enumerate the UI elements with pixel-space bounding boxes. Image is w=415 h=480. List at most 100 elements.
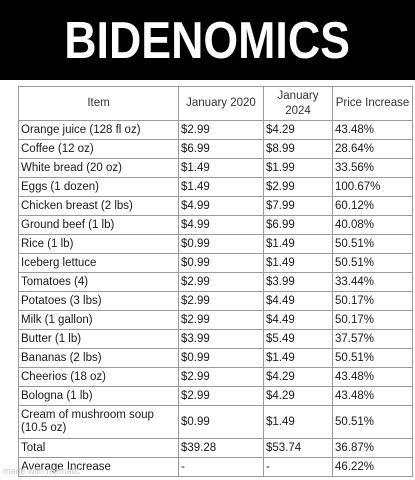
cell-price-increase: 46.22% bbox=[332, 457, 413, 477]
cell-item: Bologna (1 lb) bbox=[18, 386, 179, 406]
cell-january-2024: $7.99 bbox=[263, 196, 333, 216]
cell-january-2024: $5.49 bbox=[263, 329, 333, 349]
cell-item: Total bbox=[18, 438, 179, 458]
header-january-2024: January 2024 bbox=[263, 86, 333, 121]
cell-price-increase: 43.48% bbox=[332, 367, 413, 387]
table-row: Cream of mushroom soup (10.5 oz) $0.99 $1.… bbox=[18, 405, 413, 439]
table-row: Potatoes (3 lbs) $2.99 $4.49 50.17% bbox=[18, 291, 413, 311]
table-row: Ground beef (1 lb) $4.99 $6.99 40.08% bbox=[18, 215, 413, 235]
cell-january-2020: $2.99 bbox=[178, 272, 264, 292]
cell-january-2020: $0.99 bbox=[178, 234, 264, 254]
table-row: Total $39.28 $53.74 36.87% bbox=[18, 438, 413, 458]
header-price-increase: Price Increase bbox=[332, 86, 413, 121]
table-row: Tomatoes (4) $2.99 $3.99 33.44% bbox=[18, 272, 413, 292]
cell-january-2020: $0.99 bbox=[178, 405, 264, 439]
cell-january-2020: $2.99 bbox=[178, 386, 264, 406]
table-row: White bread (20 oz) $1.49 $1.99 33.56% bbox=[18, 158, 413, 178]
cell-price-increase: 28.64% bbox=[332, 139, 413, 159]
price-table: Item January 2020 January 2024 Price Inc… bbox=[18, 86, 413, 477]
cell-price-increase: 43.48% bbox=[332, 386, 413, 406]
banner-title: BIDENOMICS bbox=[64, 12, 351, 70]
cell-price-increase: 50.51% bbox=[332, 405, 413, 439]
header-item: Item bbox=[18, 86, 179, 121]
table-row: Average Increase - -46.22% bbox=[18, 457, 413, 477]
table-row: Iceberg lettuce $0.99 $1.49 50.51% bbox=[18, 253, 413, 273]
table-row: Milk (1 gallon) $2.99 $4.49 50.17% bbox=[18, 310, 413, 330]
cell-january-2024: $4.29 bbox=[263, 386, 333, 406]
table-row: Coffee (12 oz) $6.99 $8.99 28.64% bbox=[18, 139, 413, 159]
cell-item: Bananas (2 lbs) bbox=[18, 348, 179, 368]
cell-january-2020: $2.99 bbox=[178, 367, 264, 387]
cell-price-increase: 43.48% bbox=[332, 120, 413, 140]
cell-price-increase: 50.17% bbox=[332, 310, 413, 330]
cell-january-2020: $4.99 bbox=[178, 196, 264, 216]
cell-january-2020: $4.99 bbox=[178, 215, 264, 235]
cell-price-increase: 40.08% bbox=[332, 215, 413, 235]
cell-item: Butter (1 lb) bbox=[18, 329, 179, 349]
cell-item: Cream of mushroom soup (10.5 oz) bbox=[18, 405, 179, 439]
cell-january-2024: - bbox=[263, 457, 333, 477]
cell-item: Chicken breast (2 lbs) bbox=[18, 196, 179, 216]
cell-january-2024: $1.49 bbox=[263, 405, 333, 439]
cell-january-2024: $4.49 bbox=[263, 310, 333, 330]
cell-item: Iceberg lettuce bbox=[18, 253, 179, 273]
cell-january-2020: $2.99 bbox=[178, 291, 264, 311]
cell-january-2020: $2.99 bbox=[178, 120, 264, 140]
cell-item: Coffee (12 oz) bbox=[18, 139, 179, 159]
cell-january-2024: $8.99 bbox=[263, 139, 333, 159]
cell-january-2024: $4.29 bbox=[263, 120, 333, 140]
cell-item: Tomatoes (4) bbox=[18, 272, 179, 292]
cell-price-increase: 37.57% bbox=[332, 329, 413, 349]
cell-january-2024: $1.49 bbox=[263, 348, 333, 368]
table-row: Bologna (1 lb) $2.99 $4.29 43.48% bbox=[18, 386, 413, 406]
cell-price-increase: 50.51% bbox=[332, 253, 413, 273]
cell-item: Potatoes (3 lbs) bbox=[18, 291, 179, 311]
cell-price-increase: 60.12% bbox=[332, 196, 413, 216]
table-row: Cheerios (18 oz) $2.99 $4.29 43.48% bbox=[18, 367, 413, 387]
cell-january-2024: $53.74 bbox=[263, 438, 333, 458]
cell-january-2024: $1.99 bbox=[263, 158, 333, 178]
table-row: Rice (1 lb) $0.99 $1.49 50.51% bbox=[18, 234, 413, 254]
cell-january-2020: $1.49 bbox=[178, 177, 264, 197]
cell-january-2024: $4.29 bbox=[263, 367, 333, 387]
cell-january-2020: $0.99 bbox=[178, 348, 264, 368]
cell-item: Average Increase bbox=[18, 457, 179, 477]
cell-january-2024: $6.99 bbox=[263, 215, 333, 235]
watermark: made with mematic bbox=[3, 466, 81, 476]
cell-january-2024: $1.49 bbox=[263, 253, 333, 273]
cell-price-increase: 36.87% bbox=[332, 438, 413, 458]
cell-january-2024: $3.99 bbox=[263, 272, 333, 292]
cell-item: Cheerios (18 oz) bbox=[18, 367, 179, 387]
cell-january-2024: $4.49 bbox=[263, 291, 333, 311]
title-banner: BIDENOMICS bbox=[0, 0, 415, 80]
table-row: Bananas (2 lbs) $0.99 $1.49 50.51% bbox=[18, 348, 413, 368]
table-row: Orange juice (128 fl oz) $2.99 $4.29 43.48% bbox=[18, 120, 413, 140]
table-body: Orange juice (128 fl oz) $2.99 $4.29 43.48%… bbox=[18, 120, 413, 477]
price-table-container: Item January 2020 January 2024 Price Inc… bbox=[18, 86, 413, 477]
cell-price-increase: 33.56% bbox=[332, 158, 413, 178]
cell-january-2020: $2.99 bbox=[178, 310, 264, 330]
cell-january-2020: $0.99 bbox=[178, 253, 264, 273]
cell-item: White bread (20 oz) bbox=[18, 158, 179, 178]
cell-january-2020: $3.99 bbox=[178, 329, 264, 349]
cell-item: Orange juice (128 fl oz) bbox=[18, 120, 179, 140]
cell-price-increase: 100.67% bbox=[332, 177, 413, 197]
cell-item: Rice (1 lb) bbox=[18, 234, 179, 254]
cell-item: Ground beef (1 lb) bbox=[18, 215, 179, 235]
table-row: Butter (1 lb) $3.99 $5.49 37.57% bbox=[18, 329, 413, 349]
cell-item: Eggs (1 dozen) bbox=[18, 177, 179, 197]
cell-january-2020: - bbox=[178, 457, 264, 477]
cell-january-2020: $39.28 bbox=[178, 438, 264, 458]
cell-price-increase: 50.17% bbox=[332, 291, 413, 311]
table-row: Chicken breast (2 lbs) $4.99 $7.99 60.12% bbox=[18, 196, 413, 216]
table-header-row: Item January 2020 January 2024 Price Inc… bbox=[18, 86, 413, 121]
cell-january-2020: $1.49 bbox=[178, 158, 264, 178]
header-january-2020: January 2020 bbox=[178, 86, 264, 121]
cell-price-increase: 50.51% bbox=[332, 348, 413, 368]
cell-january-2024: $1.49 bbox=[263, 234, 333, 254]
cell-price-increase: 33.44% bbox=[332, 272, 413, 292]
table-row: Eggs (1 dozen) $1.49 $2.99 100.67% bbox=[18, 177, 413, 197]
cell-january-2020: $6.99 bbox=[178, 139, 264, 159]
cell-item: Milk (1 gallon) bbox=[18, 310, 179, 330]
cell-price-increase: 50.51% bbox=[332, 234, 413, 254]
